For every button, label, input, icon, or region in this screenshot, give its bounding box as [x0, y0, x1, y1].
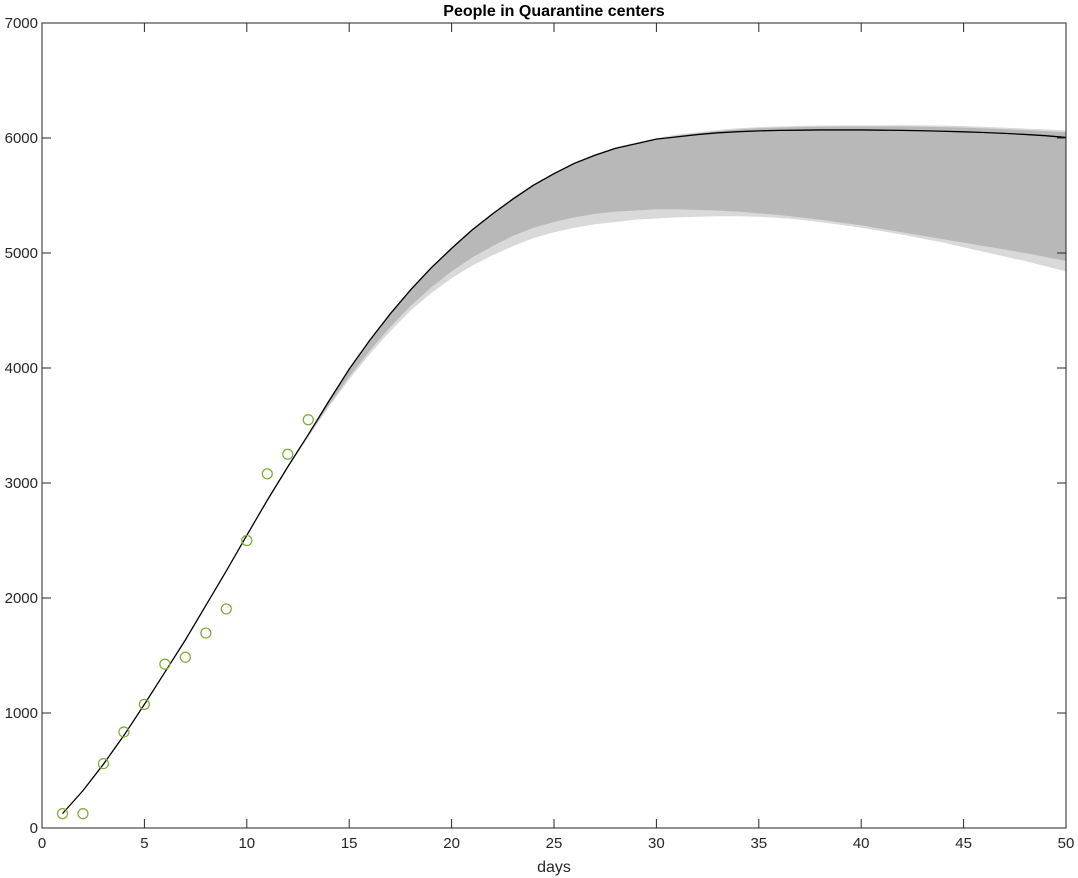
- observed-point-6: [159, 658, 171, 670]
- y-tick-label-0: 0: [30, 820, 38, 837]
- x-tick-label-3: 15: [341, 835, 358, 852]
- x-tick-label-8: 40: [853, 835, 870, 852]
- y-tick-label-7: 7000: [5, 15, 38, 32]
- observed-point-5: [138, 698, 150, 710]
- y-tick-label-3: 3000: [5, 475, 38, 492]
- plot-area: 0 5 10 15 20 25 30 35 40 45 50 0 1000 2000 3000 4000 500…: [5, 15, 1075, 852]
- observed-point-13: [302, 414, 314, 426]
- observed-point-2: [77, 808, 89, 820]
- y-tick-label-4: 4000: [5, 360, 38, 377]
- x-tick-label-2: 10: [238, 835, 255, 852]
- observed-point-7: [179, 651, 191, 663]
- confidence-band-inner: [62, 126, 1067, 814]
- observed-point-1: [56, 808, 69, 820]
- observed-point-4: [118, 726, 130, 738]
- observed-point-12: [282, 448, 294, 460]
- observed-point-10: [241, 534, 253, 547]
- x-tick-label-1: 5: [140, 835, 148, 852]
- x-tick-label-9: 45: [955, 835, 972, 852]
- x-tick-label-6: 30: [648, 835, 665, 852]
- x-tick-label-4: 20: [443, 835, 460, 852]
- model-fit-line: [61, 129, 1067, 815]
- observed-point-9: [220, 603, 232, 615]
- x-tick-label-7: 35: [750, 835, 767, 852]
- observed-point-8: [200, 627, 212, 639]
- x-tick-label-5: 25: [546, 835, 563, 852]
- observed-point-3: [97, 757, 110, 770]
- y-tick-label-5: 5000: [5, 245, 38, 262]
- x-axis-label: days: [537, 859, 571, 876]
- chart-title: People in Quarantine centers: [443, 3, 665, 20]
- y-tick-label-1: 1000: [5, 705, 38, 722]
- x-tick-label-0: 0: [38, 835, 46, 852]
- x-tick-label-10: 50: [1058, 835, 1075, 852]
- y-tick-label-6: 6000: [5, 130, 38, 147]
- observed-point-11: [261, 468, 273, 480]
- y-tick-label-2: 2000: [5, 590, 38, 607]
